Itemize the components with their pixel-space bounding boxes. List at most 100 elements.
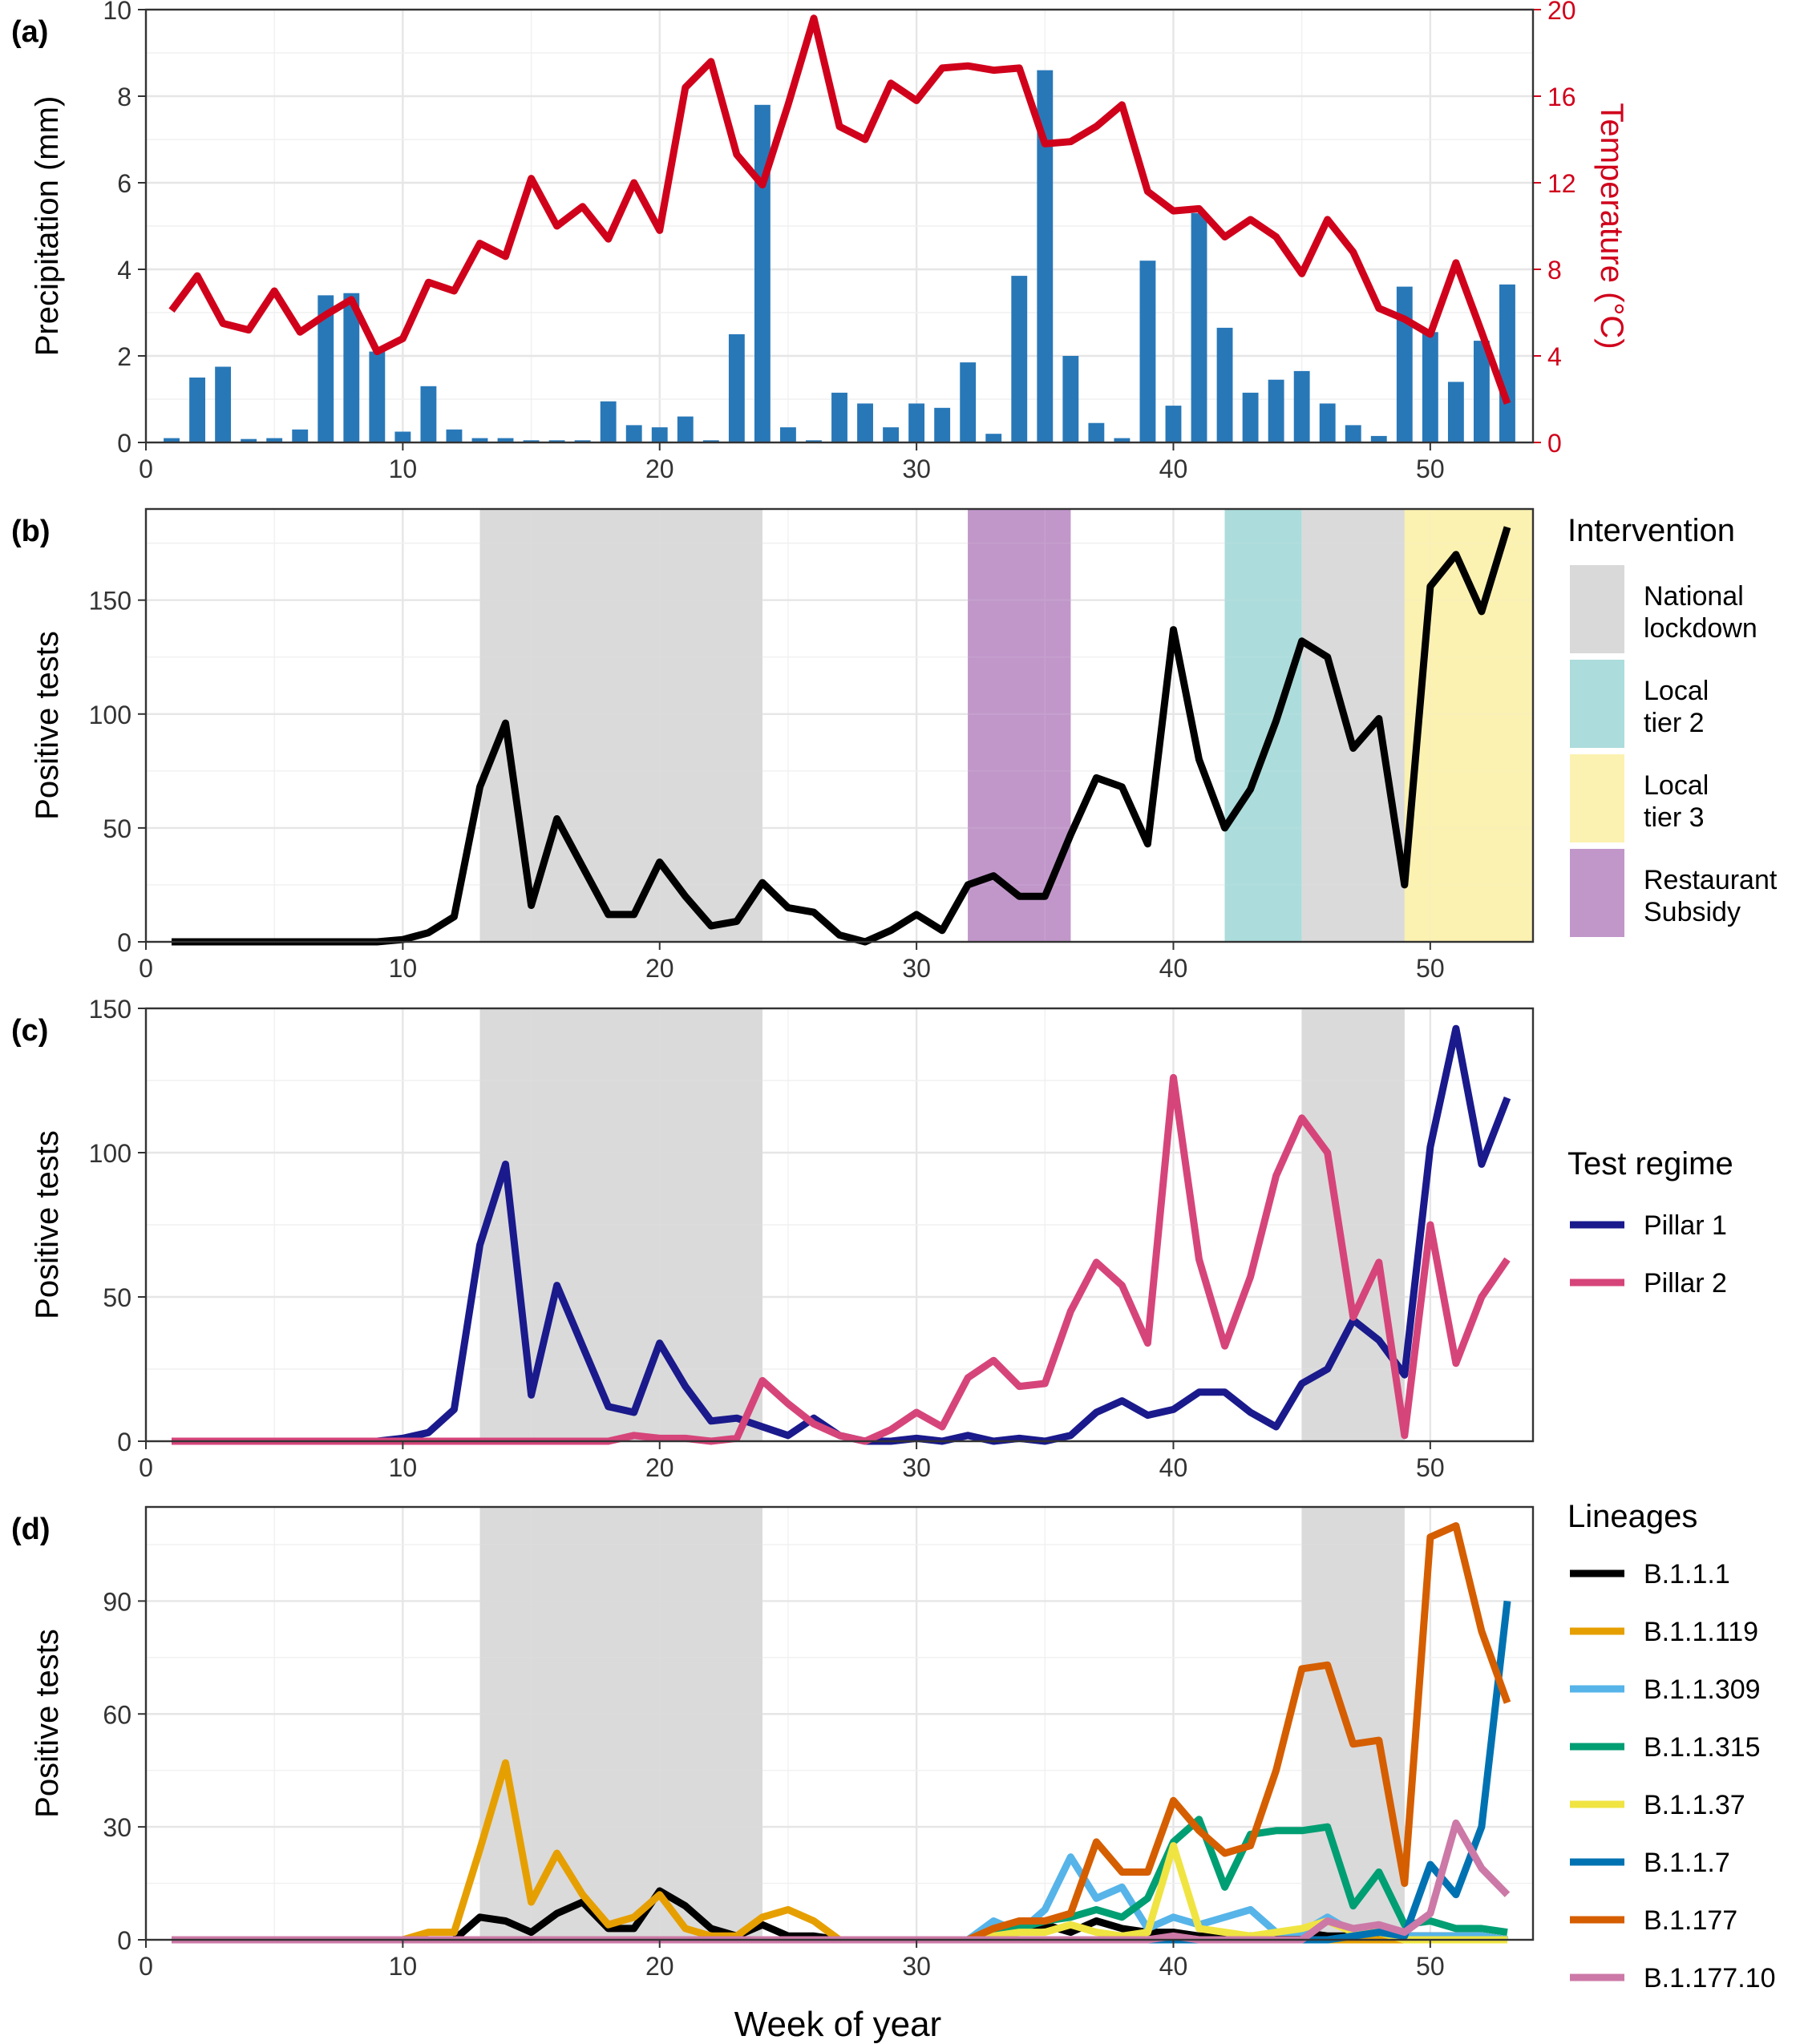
legend-item-b11119: B.1.1.119 <box>1570 1617 1758 1647</box>
positive-tests-line <box>172 526 1511 946</box>
precip-bar <box>164 438 180 442</box>
shade-overlay-national-lockdown <box>479 1008 762 1441</box>
legend-label-national-lockdown-2: lockdown <box>1644 613 1757 644</box>
temperature-line <box>168 14 1511 405</box>
y-tick-label: 2 <box>117 342 131 371</box>
legend-test-regime-title: Test regime <box>1567 1146 1733 1182</box>
x-tick-label: 40 <box>1159 1952 1188 1981</box>
precip-bar <box>523 440 540 442</box>
shade-overlay-national-lockdown <box>479 1507 762 1940</box>
bottom-axis: 0 10 20 30 40 50 <box>139 1441 1445 1482</box>
panel-label: (b) <box>11 515 51 548</box>
panel-border <box>144 507 1535 943</box>
y-axis-title: Precipitation (mm) <box>30 96 65 357</box>
shade-overlay-national-lockdown <box>479 509 762 942</box>
right-axis: 0 4 8 12 16 20 Temperature (°C) <box>1533 0 1629 458</box>
precip-bar <box>754 104 771 443</box>
legend-item-b1177: B.1.177 <box>1570 1905 1737 1936</box>
left-axis: 0 50 100 150 Positive tests <box>30 995 146 1456</box>
legend-item-local-tier-3: Local tier 3 <box>1570 754 1709 842</box>
shade-overlay-local-tier-2 <box>1224 509 1302 942</box>
x-tick-label: 0 <box>139 1952 153 1981</box>
precip-bar <box>883 427 900 442</box>
legend-label-b11119: B.1.1.119 <box>1644 1617 1758 1647</box>
y-tick-label: 150 <box>89 995 131 1024</box>
precip-bar <box>1216 327 1233 442</box>
legend-label-local-tier-2-2: tier 2 <box>1644 708 1705 738</box>
precip-bar <box>1293 370 1310 442</box>
right-tick-label: 0 <box>1547 429 1562 458</box>
legend-label-restaurant-subsidy-1: Restaurant <box>1644 865 1778 895</box>
x-tick-label: 50 <box>1416 1453 1445 1482</box>
x-tick-label: 20 <box>645 1453 674 1482</box>
bottom-axis: 0 10 20 30 40 50 <box>139 1940 1445 1981</box>
x-tick-label: 20 <box>645 954 674 983</box>
x-tick-label: 0 <box>139 954 153 983</box>
y-tick-label: 0 <box>117 1428 131 1456</box>
x-tick-label: 10 <box>389 1453 418 1482</box>
precip-bar <box>497 438 514 442</box>
legend-label-pillar-2: Pillar 2 <box>1644 1268 1727 1299</box>
plot-data <box>172 526 1511 946</box>
legend-label-national-lockdown-1: National <box>1644 581 1744 612</box>
y-tick-label: 0 <box>117 429 131 458</box>
legend-item-b11309: B.1.1.309 <box>1570 1674 1761 1705</box>
y-tick-label: 100 <box>89 1139 131 1168</box>
y-tick-label: 30 <box>103 1813 131 1842</box>
legend-item-b117: B.1.1.7 <box>1570 1848 1730 1878</box>
precip-bar <box>1062 356 1079 442</box>
x-tick-label: 40 <box>1159 1453 1188 1482</box>
x-tick-label: 40 <box>1159 954 1188 983</box>
precip-bar <box>857 403 873 442</box>
precip-bar <box>318 295 334 442</box>
precip-bar <box>189 378 206 442</box>
precip-bar <box>548 440 565 442</box>
panel-a: (a) 0 4 8 12 16 20 Temperature (°C) 0 2 4 6 8 10 Preci… <box>11 0 1629 483</box>
x-tick-label: 30 <box>902 1952 931 1981</box>
panel-b: (b) 0 50 100 150 Positive tests 0 10 20 30 40 50 <box>11 507 1535 983</box>
precip-bar <box>806 440 822 442</box>
right-axis-title: Temperature (°C) <box>1594 103 1629 349</box>
right-tick-label: 16 <box>1547 83 1576 111</box>
y-axis-title: Positive tests <box>30 631 65 820</box>
x-tick-label: 50 <box>1416 1952 1445 1981</box>
precip-bar <box>1319 403 1336 442</box>
x-tick-label: 10 <box>389 1952 418 1981</box>
legend-label-b1137: B.1.1.37 <box>1644 1790 1745 1820</box>
y-axis-title: Positive tests <box>30 1130 65 1319</box>
precip-bar <box>1139 261 1156 442</box>
x-axis-title: Week of year <box>734 2005 941 2044</box>
precip-bar <box>831 392 847 442</box>
x-tick-label: 40 <box>1159 454 1188 483</box>
left-axis: 0 50 100 150 Positive tests <box>30 587 146 957</box>
legend-item-local-tier-2: Local tier 2 <box>1570 660 1709 748</box>
x-tick-label: 30 <box>902 454 931 483</box>
right-tick-label: 8 <box>1547 256 1562 285</box>
left-axis: 0 30 60 90 Positive tests <box>30 1587 146 1955</box>
y-tick-label: 90 <box>103 1587 131 1616</box>
panel-c: (c) 0 50 100 150 Positive tests 0 10 20 30 40 50 <box>11 995 1535 1482</box>
plot-data <box>164 14 1515 443</box>
precip-bar <box>369 351 386 442</box>
legend-key-national-lockdown <box>1570 565 1624 653</box>
precip-bar <box>1191 212 1207 442</box>
precip-bar <box>1370 435 1387 442</box>
precip-bar <box>960 362 977 442</box>
precip-bar <box>574 440 591 442</box>
x-tick-label: 30 <box>902 954 931 983</box>
precip-bar <box>1037 70 1054 442</box>
shade-overlay-national-lockdown <box>1301 1507 1405 1940</box>
panel-border <box>144 8 1535 444</box>
y-axis-title: Positive tests <box>30 1629 65 1818</box>
y-tick-label: 4 <box>117 256 131 285</box>
shade-overlay-national-lockdown <box>1301 509 1405 942</box>
precip-bar <box>1473 341 1490 442</box>
y-tick-label: 50 <box>103 1283 131 1312</box>
precip-bar <box>446 429 463 442</box>
right-tick-label: 12 <box>1547 169 1576 198</box>
legend-item-pillar-2: Pillar 2 <box>1570 1268 1727 1299</box>
legend-label-b111: B.1.1.1 <box>1644 1559 1730 1590</box>
shade-overlay-local-tier-3 <box>1404 509 1533 942</box>
x-tick-label: 30 <box>902 1453 931 1482</box>
